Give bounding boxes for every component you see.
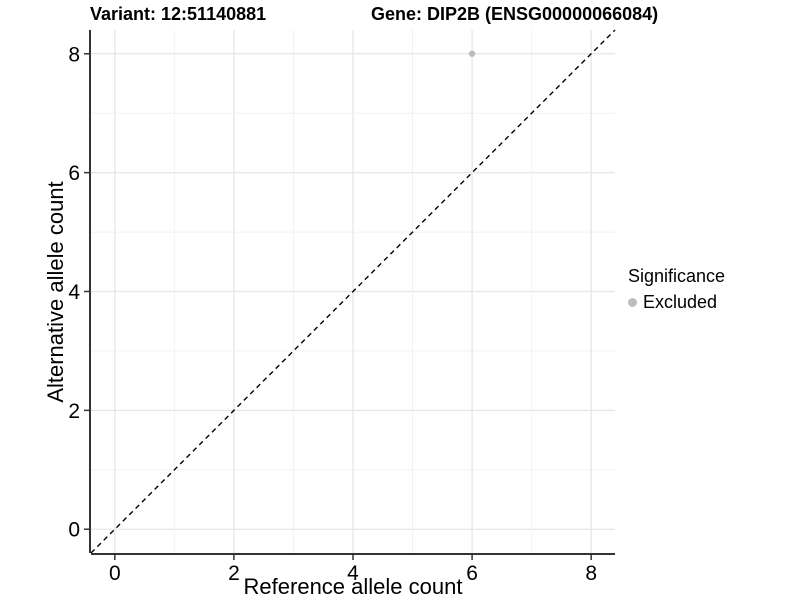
y-axis-title: Alternative allele count bbox=[43, 181, 68, 403]
x-axis-title: Reference allele count bbox=[243, 574, 463, 599]
excluded-dot-icon bbox=[628, 298, 637, 307]
y-tick-label: 2 bbox=[68, 400, 80, 423]
data-point-excluded bbox=[468, 50, 476, 57]
x-tick-label: 2 bbox=[228, 562, 240, 585]
x-tick-label: 4 bbox=[347, 562, 359, 585]
legend-item-label: Excluded bbox=[643, 292, 718, 312]
legend-item-excluded: Excluded bbox=[628, 292, 725, 313]
legend: Significance Excluded bbox=[628, 266, 725, 313]
y-tick-label: 6 bbox=[68, 162, 80, 185]
x-tick-label: 0 bbox=[109, 562, 121, 585]
plot-title-gene: Gene: DIP2B (ENSG00000066084) bbox=[371, 4, 659, 24]
x-tick-label: 6 bbox=[466, 562, 478, 585]
y-tick-label: 0 bbox=[68, 519, 80, 542]
y-tick-label: 8 bbox=[68, 43, 80, 66]
y-tick-label: 4 bbox=[68, 281, 80, 304]
x-tick-label: 8 bbox=[585, 562, 597, 585]
legend-title: Significance bbox=[628, 266, 726, 286]
plot-title-variant: Variant: 12:51140881 bbox=[90, 4, 267, 24]
identity-dashed-line bbox=[90, 29, 616, 554]
